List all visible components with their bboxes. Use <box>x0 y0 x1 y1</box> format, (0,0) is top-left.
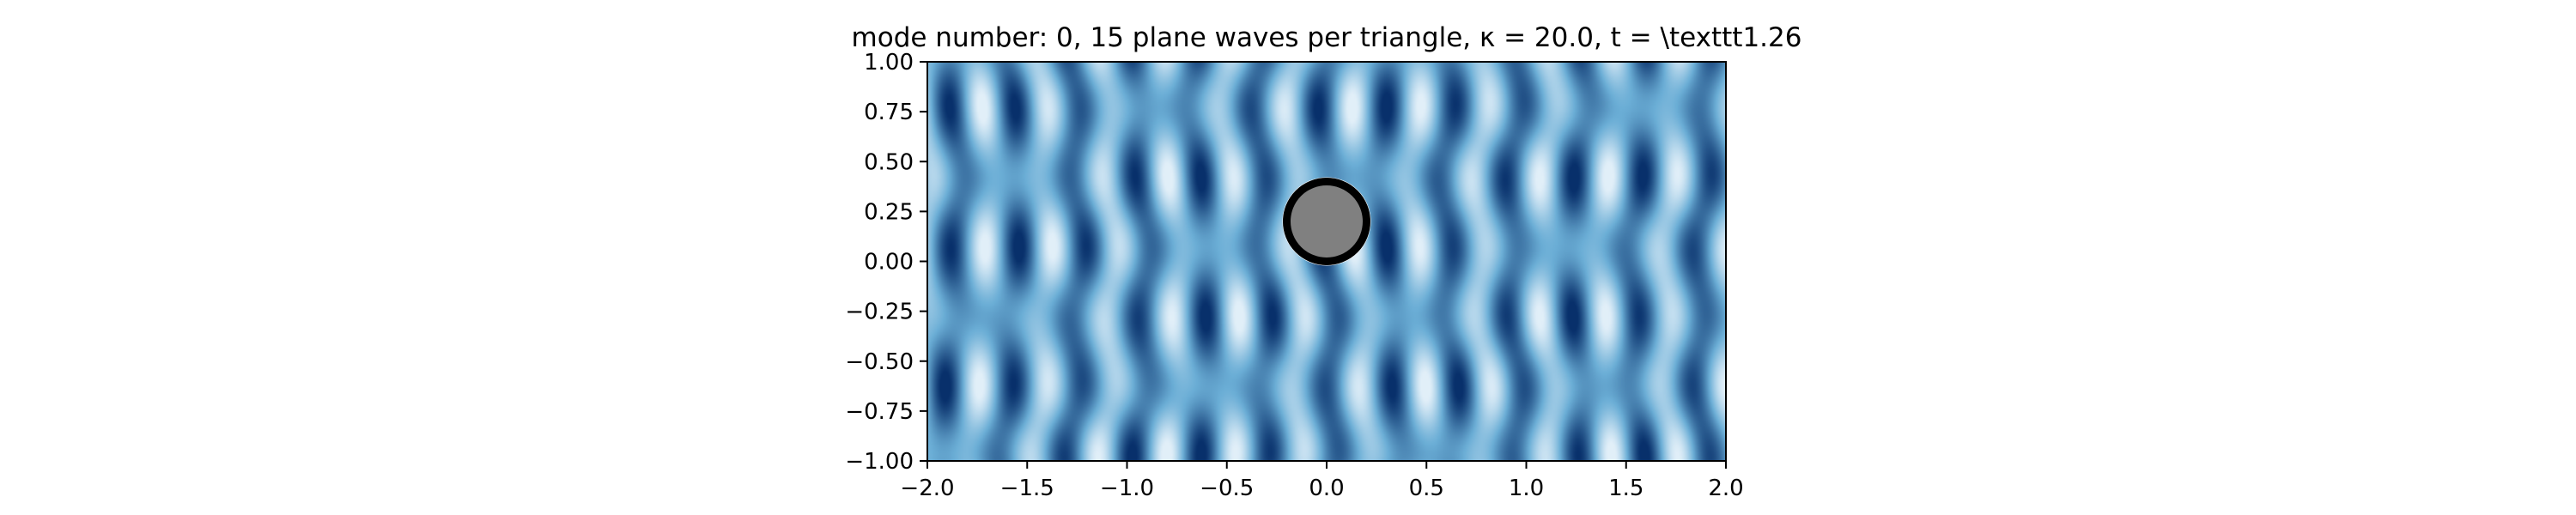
x-tick-label: −1.5 <box>1000 476 1054 501</box>
x-tick-label: −0.5 <box>1200 476 1254 501</box>
y-tick-label: 1.00 <box>864 50 914 76</box>
y-tick-label: 0.75 <box>864 100 914 125</box>
y-tick-label: 0.50 <box>864 149 914 175</box>
y-tick-label: 0.00 <box>864 250 914 276</box>
x-tick-label: −2.0 <box>900 476 954 501</box>
x-tick-label: 1.5 <box>1608 476 1643 501</box>
chart-title: mode number: 0, 15 plane waves per trian… <box>852 22 1802 53</box>
x-tick-label: 1.0 <box>1509 476 1544 501</box>
y-tick-label: 0.25 <box>864 199 914 225</box>
x-tick-label: −1.0 <box>1100 476 1154 501</box>
x-axis: −2.0 −1.5 −1.0 −0.5 0.0 0.5 1.0 1.5 2.0 <box>900 461 1744 501</box>
y-tick-label: −0.50 <box>845 349 914 375</box>
y-tick-label: −1.00 <box>845 449 914 475</box>
x-tick-label: 0.0 <box>1309 476 1344 501</box>
y-axis: 1.00 0.75 0.50 0.25 0.00 −0.25 −0.50 −0.75 −1.00 <box>845 50 927 475</box>
y-tick-label: −0.75 <box>845 399 914 425</box>
obstacle-circle <box>1283 178 1370 265</box>
x-tick-label: 2.0 <box>1708 476 1743 501</box>
x-tick-label: 0.5 <box>1409 476 1444 501</box>
obstacle-layer <box>1282 177 1371 266</box>
y-tick-label: −0.25 <box>845 300 914 325</box>
